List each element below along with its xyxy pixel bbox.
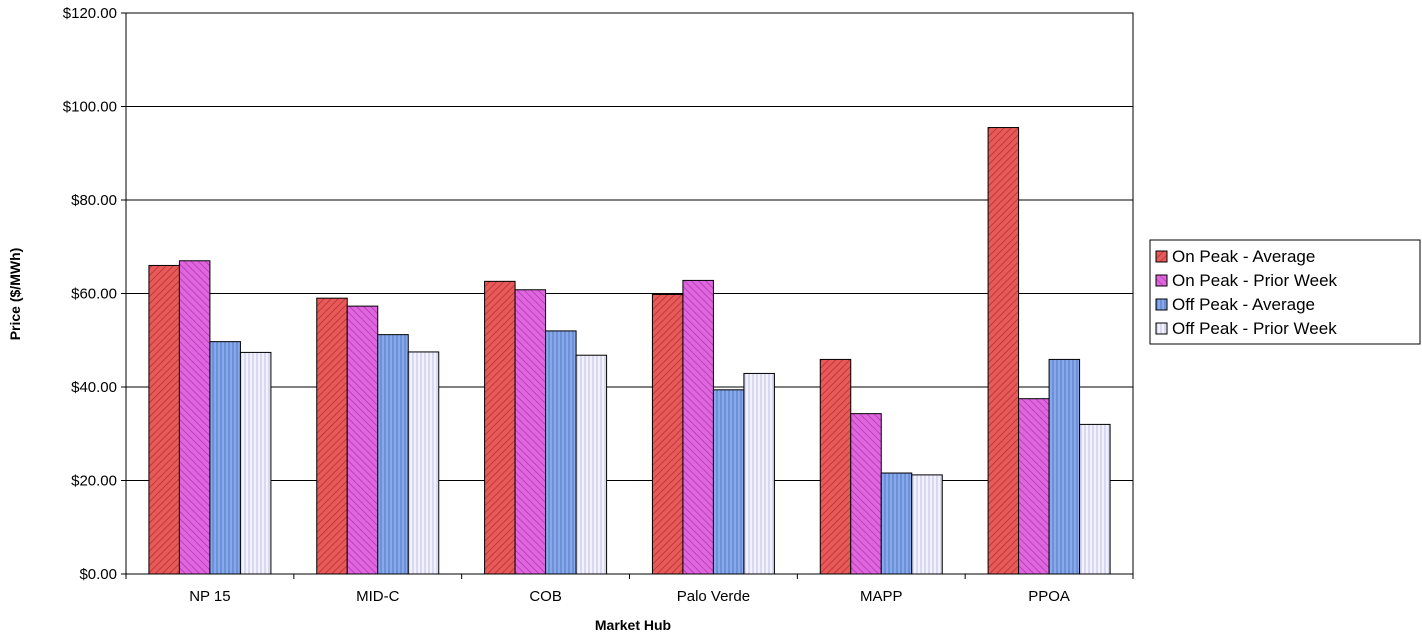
y-tick-label: $60.00 bbox=[71, 286, 117, 303]
bar bbox=[178, 260, 211, 575]
bar bbox=[239, 351, 272, 575]
bar bbox=[407, 351, 440, 575]
legend-label: Off Peak - Average bbox=[1172, 295, 1315, 314]
bar bbox=[484, 280, 516, 575]
y-axis-ticks: $0.00 $20.00 $40.00 $60.00 $80.00 $100.00 $120… bbox=[63, 5, 126, 583]
legend-swatch bbox=[1155, 250, 1168, 263]
bars bbox=[148, 127, 1111, 575]
bar bbox=[575, 354, 608, 575]
bar bbox=[545, 330, 577, 575]
y-tick-label: $80.00 bbox=[71, 192, 117, 209]
bar bbox=[209, 341, 241, 575]
y-tick-label: $100.00 bbox=[63, 99, 117, 116]
x-tick-label: PPOA bbox=[1028, 588, 1070, 605]
bar bbox=[316, 297, 348, 575]
legend-swatch bbox=[1155, 274, 1168, 287]
bar bbox=[911, 474, 943, 575]
bar bbox=[880, 472, 913, 575]
x-tick-label: NP 15 bbox=[189, 588, 230, 605]
y-axis-title: Price ($/MWh) bbox=[7, 248, 23, 341]
y-tick-label: $0.00 bbox=[79, 566, 117, 583]
bar bbox=[743, 372, 775, 575]
bar bbox=[987, 127, 1020, 575]
x-tick-label: COB bbox=[529, 588, 562, 605]
bar bbox=[346, 305, 379, 575]
bar bbox=[1079, 423, 1111, 575]
bar bbox=[682, 279, 714, 575]
legend-label: On Peak - Average bbox=[1172, 247, 1315, 266]
legend-swatch bbox=[1155, 322, 1168, 335]
bar bbox=[712, 389, 745, 575]
legend-label: Off Peak - Prior Week bbox=[1172, 319, 1337, 338]
bar bbox=[651, 293, 684, 575]
bar bbox=[1048, 358, 1081, 575]
bar bbox=[850, 413, 882, 575]
bar bbox=[514, 289, 547, 575]
y-tick-label: $120.00 bbox=[63, 5, 117, 22]
x-axis-ticks: NP 15 MID-C COB Palo Verde MAPP PPOA bbox=[125, 574, 1134, 605]
x-tick-label: MID-C bbox=[356, 588, 399, 605]
x-tick-label: Palo Verde bbox=[677, 588, 750, 605]
bar bbox=[1018, 398, 1050, 575]
y-tick-label: $40.00 bbox=[71, 379, 117, 396]
y-tick-label: $20.00 bbox=[71, 473, 117, 490]
bar bbox=[819, 358, 852, 575]
x-tick-label: MAPP bbox=[860, 588, 903, 605]
legend-swatch bbox=[1155, 298, 1168, 311]
legend-label: On Peak - Prior Week bbox=[1172, 271, 1338, 290]
legend: On Peak - Average On Peak - Prior Week Off… bbox=[1149, 239, 1421, 345]
bar bbox=[148, 264, 180, 575]
bar bbox=[377, 334, 409, 575]
x-axis-title: Market Hub bbox=[595, 617, 671, 633]
gridlines bbox=[126, 12, 1133, 575]
legend-frame bbox=[1149, 239, 1421, 345]
